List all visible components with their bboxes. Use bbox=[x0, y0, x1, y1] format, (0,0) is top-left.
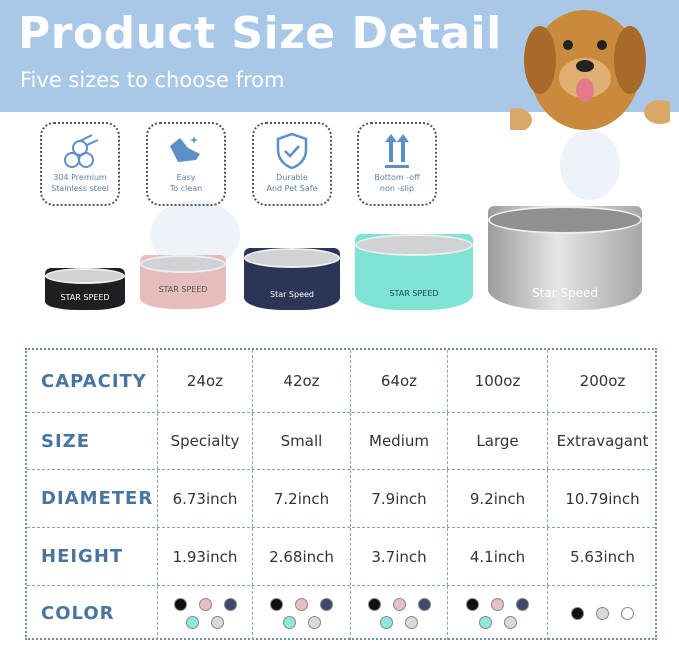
row-label: DIAMETER bbox=[41, 488, 154, 509]
table-row: CAPACITY 24oz 42oz 64oz 100oz 200oz bbox=[27, 350, 655, 412]
table-cell: Large bbox=[447, 413, 547, 469]
color-swatch[interactable] bbox=[270, 597, 283, 611]
table-cell: 100oz bbox=[447, 350, 547, 412]
table-cell: 3.7inch bbox=[350, 528, 447, 585]
color-swatch[interactable] bbox=[282, 615, 296, 629]
color-swatch[interactable] bbox=[596, 606, 609, 620]
bowl-100oz: STAR SPEED bbox=[355, 234, 473, 310]
paw-decoration bbox=[560, 130, 620, 200]
color-swatch[interactable] bbox=[405, 615, 418, 629]
bowl-brand: STAR SPEED bbox=[389, 289, 439, 298]
color-swatches bbox=[568, 606, 638, 620]
bowl-brand: STAR SPEED bbox=[60, 293, 110, 302]
table-cell bbox=[157, 586, 252, 640]
color-swatch[interactable] bbox=[173, 597, 187, 611]
table-cell: 200oz bbox=[547, 350, 657, 412]
bowl-brand: Star Speed bbox=[531, 286, 599, 300]
color-swatch[interactable] bbox=[198, 597, 212, 611]
table-cell: 24oz bbox=[157, 350, 252, 412]
table-cell: 64oz bbox=[350, 350, 447, 412]
golden-retriever-image bbox=[510, 10, 670, 130]
feature-text: Stainless steel bbox=[51, 184, 109, 193]
feature-text: To clean bbox=[169, 184, 203, 193]
table-cell: Specialty bbox=[157, 413, 252, 469]
feature-text: And Pet Safe bbox=[266, 184, 318, 193]
table-cell: 7.9inch bbox=[350, 470, 447, 527]
table-cell bbox=[350, 586, 447, 640]
table-cell: Small bbox=[252, 413, 350, 469]
color-swatch[interactable] bbox=[367, 597, 381, 611]
color-swatch[interactable] bbox=[223, 597, 237, 611]
row-label: COLOR bbox=[41, 602, 115, 624]
color-swatches bbox=[267, 597, 337, 629]
color-swatch[interactable] bbox=[417, 597, 431, 611]
steel-pipes-icon bbox=[64, 134, 99, 168]
table-cell: 9.2inch bbox=[447, 470, 547, 527]
table-cell: 7.2inch bbox=[252, 470, 350, 527]
color-swatches bbox=[463, 597, 533, 629]
color-swatch[interactable] bbox=[186, 615, 199, 629]
feature-text: Easy bbox=[176, 173, 196, 182]
feature-text: non -slip bbox=[379, 184, 415, 193]
color-swatch[interactable] bbox=[621, 606, 634, 620]
color-swatch[interactable] bbox=[307, 615, 321, 629]
table-cell: Extravagant bbox=[547, 413, 657, 469]
up-arrows-icon bbox=[385, 134, 409, 168]
feature-easy-clean: Easy To clean bbox=[146, 122, 226, 206]
feature-stainless: 304 Premium Stainless steel bbox=[40, 122, 120, 206]
color-swatch[interactable] bbox=[503, 615, 517, 629]
color-swatch[interactable] bbox=[320, 597, 333, 611]
table-row: DIAMETER 6.73inch 7.2inch 7.9inch 9.2inch 10.… bbox=[27, 469, 655, 527]
table-cell: 4.1inch bbox=[447, 528, 547, 585]
feature-text: Durable bbox=[276, 173, 308, 182]
bowl-brand: STAR SPEED bbox=[158, 285, 208, 294]
table-cell: 6.73inch bbox=[157, 470, 252, 527]
size-table: CAPACITY 24oz 42oz 64oz 100oz 200oz SIZE Specia… bbox=[25, 348, 657, 640]
bowl-24oz: STAR SPEED bbox=[45, 268, 125, 310]
feature-text: 304 Premium bbox=[53, 173, 107, 182]
color-swatch[interactable] bbox=[211, 615, 224, 629]
color-swatch[interactable] bbox=[392, 597, 406, 611]
table-cell bbox=[547, 586, 657, 640]
table-row: SIZE Specialty Small Medium Large Extravagant bbox=[27, 412, 655, 469]
table-row-color: COLOR bbox=[27, 585, 655, 640]
shield-check-icon bbox=[276, 132, 308, 170]
color-swatch[interactable] bbox=[571, 606, 584, 620]
table-cell: 1.93inch bbox=[157, 528, 252, 585]
color-swatches bbox=[170, 597, 240, 629]
color-swatch[interactable] bbox=[491, 597, 504, 611]
table-cell: 2.68inch bbox=[252, 528, 350, 585]
bowl-200oz: Star Speed bbox=[488, 206, 642, 310]
table-row: HEIGHT 1.93inch 2.68inch 3.7inch 4.1inch 5.63… bbox=[27, 527, 655, 585]
color-swatch[interactable] bbox=[295, 597, 308, 611]
row-label: SIZE bbox=[41, 430, 91, 452]
page-title: Product Size Detail bbox=[18, 8, 502, 59]
page-subtitle: Five sizes to choose from bbox=[20, 68, 285, 92]
feature-non-slip: Bottom -off non -slip bbox=[357, 122, 437, 206]
table-cell: 10.79inch bbox=[547, 470, 657, 527]
bowl-64oz: Star Speed bbox=[244, 248, 340, 310]
color-swatches bbox=[364, 597, 434, 629]
feature-text: Bottom -off bbox=[374, 173, 420, 182]
table-cell: 42oz bbox=[252, 350, 350, 412]
color-swatch[interactable] bbox=[478, 615, 492, 629]
table-cell: Medium bbox=[350, 413, 447, 469]
table-cell bbox=[447, 586, 547, 640]
row-label: CAPACITY bbox=[41, 370, 147, 392]
bowl-brand: Star Speed bbox=[269, 290, 315, 299]
color-swatch[interactable] bbox=[466, 597, 479, 611]
bowl-42oz: STAR SPEED bbox=[140, 255, 226, 309]
table-cell bbox=[252, 586, 350, 640]
cleaning-hand-icon bbox=[170, 136, 200, 162]
row-label: HEIGHT bbox=[41, 546, 124, 567]
feature-durable: Durable And Pet Safe bbox=[252, 122, 332, 206]
color-swatch[interactable] bbox=[380, 615, 393, 629]
color-swatch[interactable] bbox=[516, 597, 529, 611]
table-cell: 5.63inch bbox=[547, 528, 657, 585]
